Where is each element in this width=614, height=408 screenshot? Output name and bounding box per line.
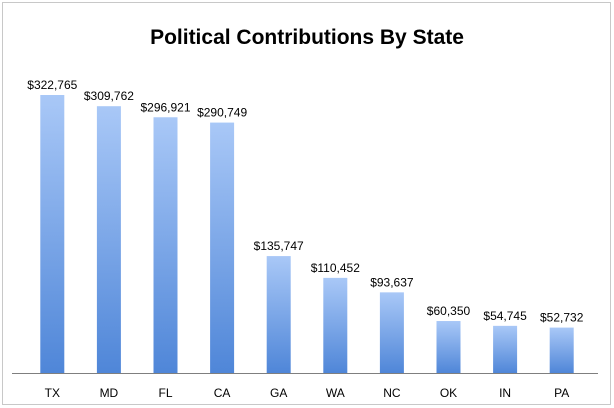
- bar-fl: [153, 117, 178, 373]
- bar-tx: [40, 95, 65, 373]
- bar-nc: [379, 292, 404, 373]
- category-label-in: IN: [499, 386, 511, 400]
- value-labels-group: $322,765 $309,762 $296,921 $290,749 $135,747…: [27, 78, 583, 325]
- category-label-ok: OK: [440, 386, 457, 400]
- value-label-md: $309,762: [84, 89, 134, 103]
- category-label-ga: GA: [270, 386, 287, 400]
- bar-ga: [266, 256, 291, 373]
- bar-ok: [436, 321, 461, 373]
- category-label-fl: FL: [158, 386, 172, 400]
- chart-title: Political Contributions By State: [150, 26, 464, 49]
- value-label-in: $54,745: [483, 309, 527, 323]
- bar-pa: [549, 327, 574, 373]
- value-label-wa: $110,452: [311, 261, 360, 275]
- bar-md: [96, 106, 121, 373]
- value-label-ga: $135,747: [254, 239, 304, 253]
- category-label-nc: NC: [383, 386, 401, 400]
- category-label-md: MD: [100, 386, 119, 400]
- bar-ca: [210, 122, 235, 374]
- bar-wa: [323, 277, 348, 373]
- value-label-tx: $322,765: [27, 78, 77, 92]
- bar-in: [493, 325, 518, 373]
- value-label-ca: $290,749: [197, 106, 247, 120]
- category-label-tx: TX: [45, 386, 60, 400]
- value-label-pa: $52,732: [540, 311, 584, 325]
- value-label-fl: $296,921: [140, 100, 190, 114]
- value-label-ok: $60,350: [427, 304, 471, 318]
- bars-group: [40, 95, 574, 374]
- value-label-nc: $93,637: [370, 275, 414, 289]
- category-labels-group: TX MD FL CA GA WA NC OK IN PA: [45, 386, 570, 400]
- category-label-ca: CA: [214, 386, 231, 400]
- category-label-wa: WA: [326, 386, 345, 400]
- category-label-pa: PA: [554, 386, 569, 400]
